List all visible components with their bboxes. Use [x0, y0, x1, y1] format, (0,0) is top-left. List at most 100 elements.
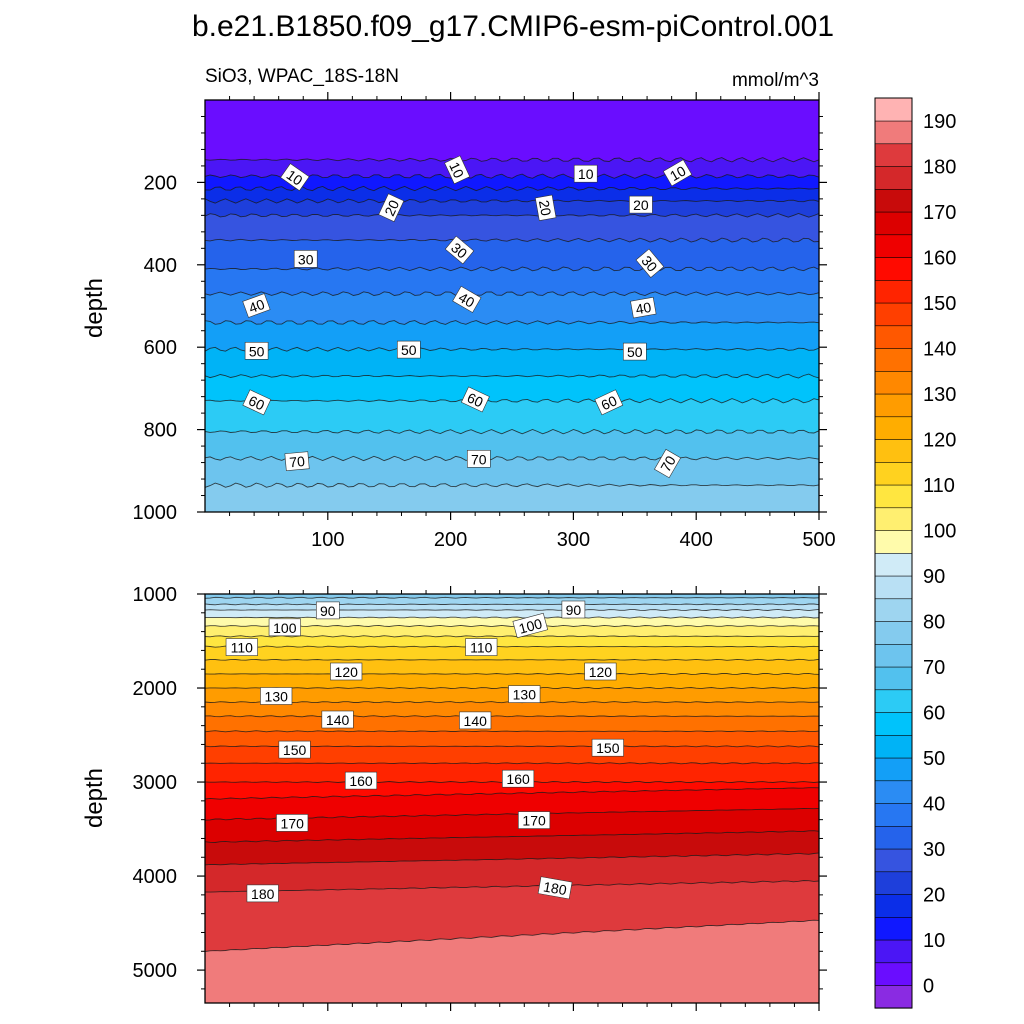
- lower-axes: 1000 2000 3000 4000 5000: [133, 584, 827, 1011]
- contour-label: 180: [246, 884, 279, 903]
- contour-label-box: [654, 448, 682, 479]
- contour-line: [205, 373, 819, 379]
- contour-label-text: 70: [289, 453, 306, 470]
- contour-line: [205, 672, 819, 675]
- colorbar: 0 10 20 30 40 50 60 70 80 90 100 110 120 130 140 150 160…: [874, 97, 956, 1009]
- contour-line: [205, 658, 819, 661]
- contour-label-box: [244, 341, 269, 360]
- lower-panel: 90 90 100 100 110 110 120 120 130 130 140 140 150 150…: [81, 584, 827, 1011]
- colorbar-box: [874, 347, 913, 372]
- colorbar-tick-label: 20: [923, 884, 945, 906]
- contour-label: 170: [518, 811, 551, 829]
- contour-label: 140: [321, 710, 354, 729]
- contour-label-box: [260, 687, 293, 705]
- contour-label: 170: [276, 814, 309, 832]
- contour-line: [205, 482, 819, 488]
- contour-label: 20: [534, 194, 557, 221]
- contour-label: 40: [630, 296, 657, 319]
- colorbar-box: [874, 757, 913, 782]
- colorbar-tick-label: 70: [923, 657, 945, 679]
- contour-label-text: 130: [513, 687, 537, 703]
- colorbar-tick-label: 160: [923, 247, 956, 269]
- colorbar-box: [874, 598, 913, 622]
- colorbar-tick-label: 120: [923, 429, 956, 451]
- contour-label: 90: [561, 600, 586, 619]
- contour-label-text: 170: [281, 815, 305, 831]
- colorbar-box: [874, 484, 913, 509]
- colorbar-box: [874, 780, 913, 804]
- contour-label: 110: [225, 638, 258, 656]
- contour-label: 50: [622, 342, 647, 361]
- colorbar-box: [874, 188, 913, 213]
- contour-label-box: [518, 811, 551, 829]
- contour-label: 120: [584, 662, 617, 681]
- colorbar-tick-label: 60: [923, 702, 945, 724]
- contour-band: [205, 483, 819, 512]
- contour-label-text: 10: [446, 160, 467, 181]
- colorbar-box: [874, 438, 913, 463]
- contour-label-box: [444, 235, 475, 265]
- contour-label: 100: [512, 612, 549, 639]
- upper-subtitle-left: SiO3, WPAC_18S-18N: [205, 66, 399, 87]
- contour-label-box: [459, 711, 492, 730]
- contour-line: [205, 185, 819, 192]
- contour-label-text: 180: [542, 878, 568, 898]
- contour-label: 10: [280, 163, 310, 192]
- contour-line: [205, 852, 819, 866]
- colorbar-box: [874, 575, 913, 600]
- y-tick-label: 1000: [133, 502, 178, 524]
- contour-label-box: [268, 618, 301, 637]
- contour-label: 10: [662, 159, 693, 187]
- colorbar-box: [874, 734, 913, 759]
- upper-contour-fill: [205, 100, 819, 512]
- contour-line: [205, 346, 819, 352]
- colorbar-tick-label: 180: [923, 156, 956, 178]
- contour-line: [205, 762, 819, 765]
- contour-label: 30: [293, 250, 318, 268]
- contour-label-box: [280, 163, 310, 192]
- y-tick-label: 400: [144, 255, 177, 277]
- colorbar-box: [874, 552, 913, 577]
- colorbar-box: [874, 234, 913, 258]
- x-tick-label: 100: [311, 529, 344, 551]
- contour-label-text: 30: [298, 251, 314, 267]
- contour-line: [205, 919, 819, 952]
- contour-label: 30: [635, 248, 665, 278]
- upper-ylabel: depth: [81, 278, 108, 338]
- contour-label-box: [594, 389, 624, 416]
- upper-contour-labels: 10 10 10 10 20 20 20 30 30 30 40 40 40 50 50 50 60 60 60 70…: [242, 155, 693, 479]
- contour-line: [205, 603, 819, 606]
- y-tick-label: 1000: [133, 584, 178, 606]
- colorbar-box: [874, 802, 913, 827]
- y-tick-label: 3000: [133, 772, 178, 794]
- colorbar-tick-label: 30: [923, 839, 945, 861]
- contour-label-box: [452, 285, 482, 313]
- contour-label-box: [508, 685, 541, 703]
- colorbar-box: [874, 916, 913, 941]
- colorbar-box: [874, 711, 913, 736]
- colorbar-tick-label: 110: [923, 475, 955, 497]
- contour-band: [205, 920, 819, 1003]
- contour-label-box: [466, 449, 491, 468]
- contour-label-text: 120: [335, 664, 359, 680]
- contour-label: 120: [330, 662, 363, 681]
- colorbar-tick-label: 140: [923, 338, 956, 360]
- contour-label-text: 20: [633, 197, 649, 213]
- contour-label-text: 160: [349, 773, 373, 789]
- contour-label: 150: [591, 738, 624, 757]
- contour-label-box: [315, 601, 340, 620]
- contour-label-box: [662, 159, 693, 187]
- contour-label-text: 90: [566, 602, 582, 618]
- colorbar-tick-label: 150: [923, 293, 956, 315]
- colorbar-tick-label: 90: [923, 566, 945, 588]
- colorbar-tick-label: 50: [923, 748, 945, 770]
- colorbar-tick-label: 40: [923, 793, 945, 815]
- y-tick-label: 800: [144, 420, 177, 442]
- contour-label-box: [444, 155, 471, 185]
- contour-label-text: 110: [231, 640, 254, 656]
- contour-label-text: 10: [667, 162, 689, 184]
- contour-label-box: [246, 884, 279, 903]
- contour-label: 140: [459, 711, 492, 730]
- contour-label-box: [622, 342, 647, 361]
